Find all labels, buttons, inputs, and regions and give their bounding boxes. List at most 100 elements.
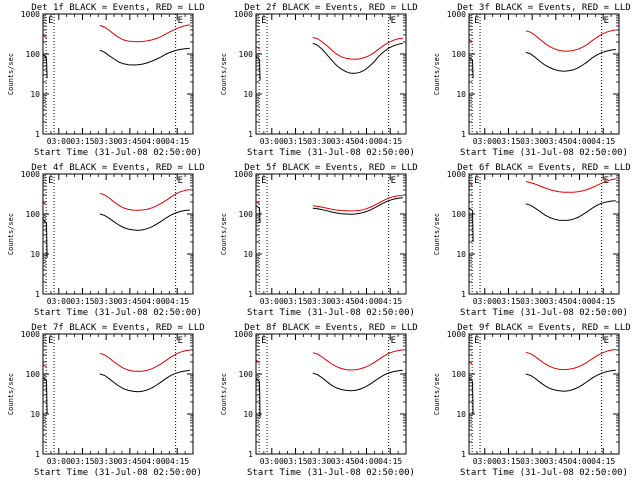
y-tick-label: 10	[30, 250, 40, 259]
series-events-line	[525, 369, 616, 392]
x-axis-label: Start Time (31-Jul-08 02:50:00)	[34, 468, 202, 478]
x-tick-label: 03:45	[118, 297, 142, 306]
y-tick-label: 1	[35, 450, 40, 459]
x-tick-label: 03:15	[283, 297, 307, 306]
panel-det-2: Det 2f BLACK = Events, RED = LLD Counts/s…	[220, 3, 418, 158]
marker-e-start: E	[48, 16, 53, 26]
y-axis-label: Counts/sec	[220, 213, 228, 255]
series-events-line	[43, 54, 48, 79]
marker-e-end: E	[391, 176, 396, 186]
marker-e-end: E	[604, 336, 609, 346]
x-axis-label: Start Time (31-Jul-08 02:50:00)	[247, 148, 415, 158]
plot-frame	[255, 13, 407, 135]
y-tick-label: 1000	[234, 330, 253, 339]
plot-frame	[255, 173, 407, 295]
x-tick-label: 03:45	[331, 297, 355, 306]
y-tick-label: 1	[461, 130, 466, 139]
x-tick-label: 03:00	[473, 137, 497, 146]
chart-title: Det 8f BLACK = Events, RED = LLD	[244, 323, 417, 333]
x-tick-label: 03:15	[496, 297, 520, 306]
series-lld-line	[99, 24, 190, 43]
x-tick-label: 03:45	[331, 457, 355, 466]
chart-title: Det 1f BLACK = Events, RED = LLD	[31, 3, 204, 13]
y-tick-label: 100	[26, 50, 41, 59]
x-tick-label: 03:00	[47, 457, 71, 466]
y-tick-label: 10	[30, 90, 40, 99]
x-tick-label: 04:00	[141, 297, 165, 306]
series-lld-line	[99, 349, 190, 372]
panel-det-1: Det 1f BLACK = Events, RED = LLD Counts/s…	[7, 3, 205, 158]
y-tick-label: 100	[239, 370, 254, 379]
x-tick-label: 03:00	[260, 457, 284, 466]
chart-title: Det 6f BLACK = Events, RED = LLD	[457, 163, 630, 173]
series-lld-line	[312, 195, 403, 212]
x-tick-label: 03:15	[496, 137, 520, 146]
series-events-line	[99, 369, 190, 393]
x-tick-label: 04:15	[591, 297, 615, 306]
panel-det-3: Det 3f BLACK = Events, RED = LLD Counts/s…	[433, 3, 631, 158]
chart-title: Det 5f BLACK = Events, RED = LLD	[244, 163, 417, 173]
marker-e-end: E	[391, 336, 396, 346]
series-events-line	[469, 57, 474, 79]
series-lld-line	[256, 201, 260, 205]
y-tick-label: 1000	[21, 170, 40, 179]
x-tick-label: 04:15	[165, 137, 189, 146]
chart-title: Det 2f BLACK = Events, RED = LLD	[244, 3, 417, 13]
marker-e-start: E	[261, 336, 266, 346]
x-tick-label: 04:00	[567, 457, 591, 466]
x-tick-label: 03:15	[283, 457, 307, 466]
marker-e-end: E	[391, 16, 396, 26]
series-lld-line	[99, 189, 190, 211]
series-events-line	[312, 42, 403, 74]
y-tick-label: 100	[452, 50, 467, 59]
y-tick-label: 100	[26, 210, 41, 219]
x-axis-label: Start Time (31-Jul-08 02:50:00)	[34, 148, 202, 158]
x-axis-label: Start Time (31-Jul-08 02:50:00)	[460, 468, 628, 478]
series-events-line	[256, 205, 261, 223]
y-axis-label: Counts/sec	[220, 53, 228, 95]
y-axis-label: Counts/sec	[220, 373, 228, 415]
x-tick-label: 03:15	[496, 457, 520, 466]
y-tick-label: 1000	[234, 170, 253, 179]
x-tick-label: 03:00	[473, 297, 497, 306]
series-events-line	[99, 47, 190, 66]
x-tick-label: 03:30	[94, 137, 118, 146]
x-tick-label: 04:00	[567, 137, 591, 146]
y-tick-label: 100	[452, 210, 467, 219]
x-axis-label: Start Time (31-Jul-08 02:50:00)	[247, 468, 415, 478]
y-tick-label: 10	[456, 90, 466, 99]
y-tick-label: 10	[30, 410, 40, 419]
marker-e-start: E	[48, 176, 53, 186]
x-tick-label: 03:15	[70, 457, 94, 466]
marker-e-end: E	[178, 176, 183, 186]
x-tick-label: 03:30	[307, 297, 331, 306]
x-tick-label: 03:00	[47, 137, 71, 146]
y-axis-label: Counts/sec	[433, 213, 441, 255]
x-axis-label: Start Time (31-Jul-08 02:50:00)	[247, 308, 415, 318]
series-lld-line	[256, 46, 260, 50]
marker-e-start: E	[474, 176, 479, 186]
y-tick-label: 100	[239, 210, 254, 219]
y-tick-label: 1	[461, 290, 466, 299]
x-tick-label: 03:00	[473, 457, 497, 466]
marker-e-end: E	[178, 336, 183, 346]
x-tick-label: 03:15	[70, 297, 94, 306]
series-lld-line	[256, 359, 260, 364]
panel-det-9: Det 9f BLACK = Events, RED = LLD Counts/s…	[433, 323, 631, 478]
plot-frame	[468, 333, 620, 455]
y-tick-label: 1000	[447, 330, 466, 339]
y-axis-label: Counts/sec	[7, 53, 15, 95]
y-tick-label: 100	[239, 50, 254, 59]
x-tick-label: 03:00	[260, 137, 284, 146]
x-tick-label: 04:15	[165, 457, 189, 466]
x-tick-label: 04:15	[591, 137, 615, 146]
plot-frame	[255, 333, 407, 455]
panel-det-7: Det 7f BLACK = Events, RED = LLD Counts/s…	[7, 323, 205, 478]
series-events-line	[99, 209, 190, 231]
x-tick-label: 03:45	[118, 457, 142, 466]
x-tick-label: 04:00	[354, 137, 378, 146]
series-events-line	[525, 200, 616, 221]
plot-frame	[468, 173, 620, 295]
series-lld-line	[312, 349, 403, 371]
x-tick-label: 03:30	[520, 297, 544, 306]
